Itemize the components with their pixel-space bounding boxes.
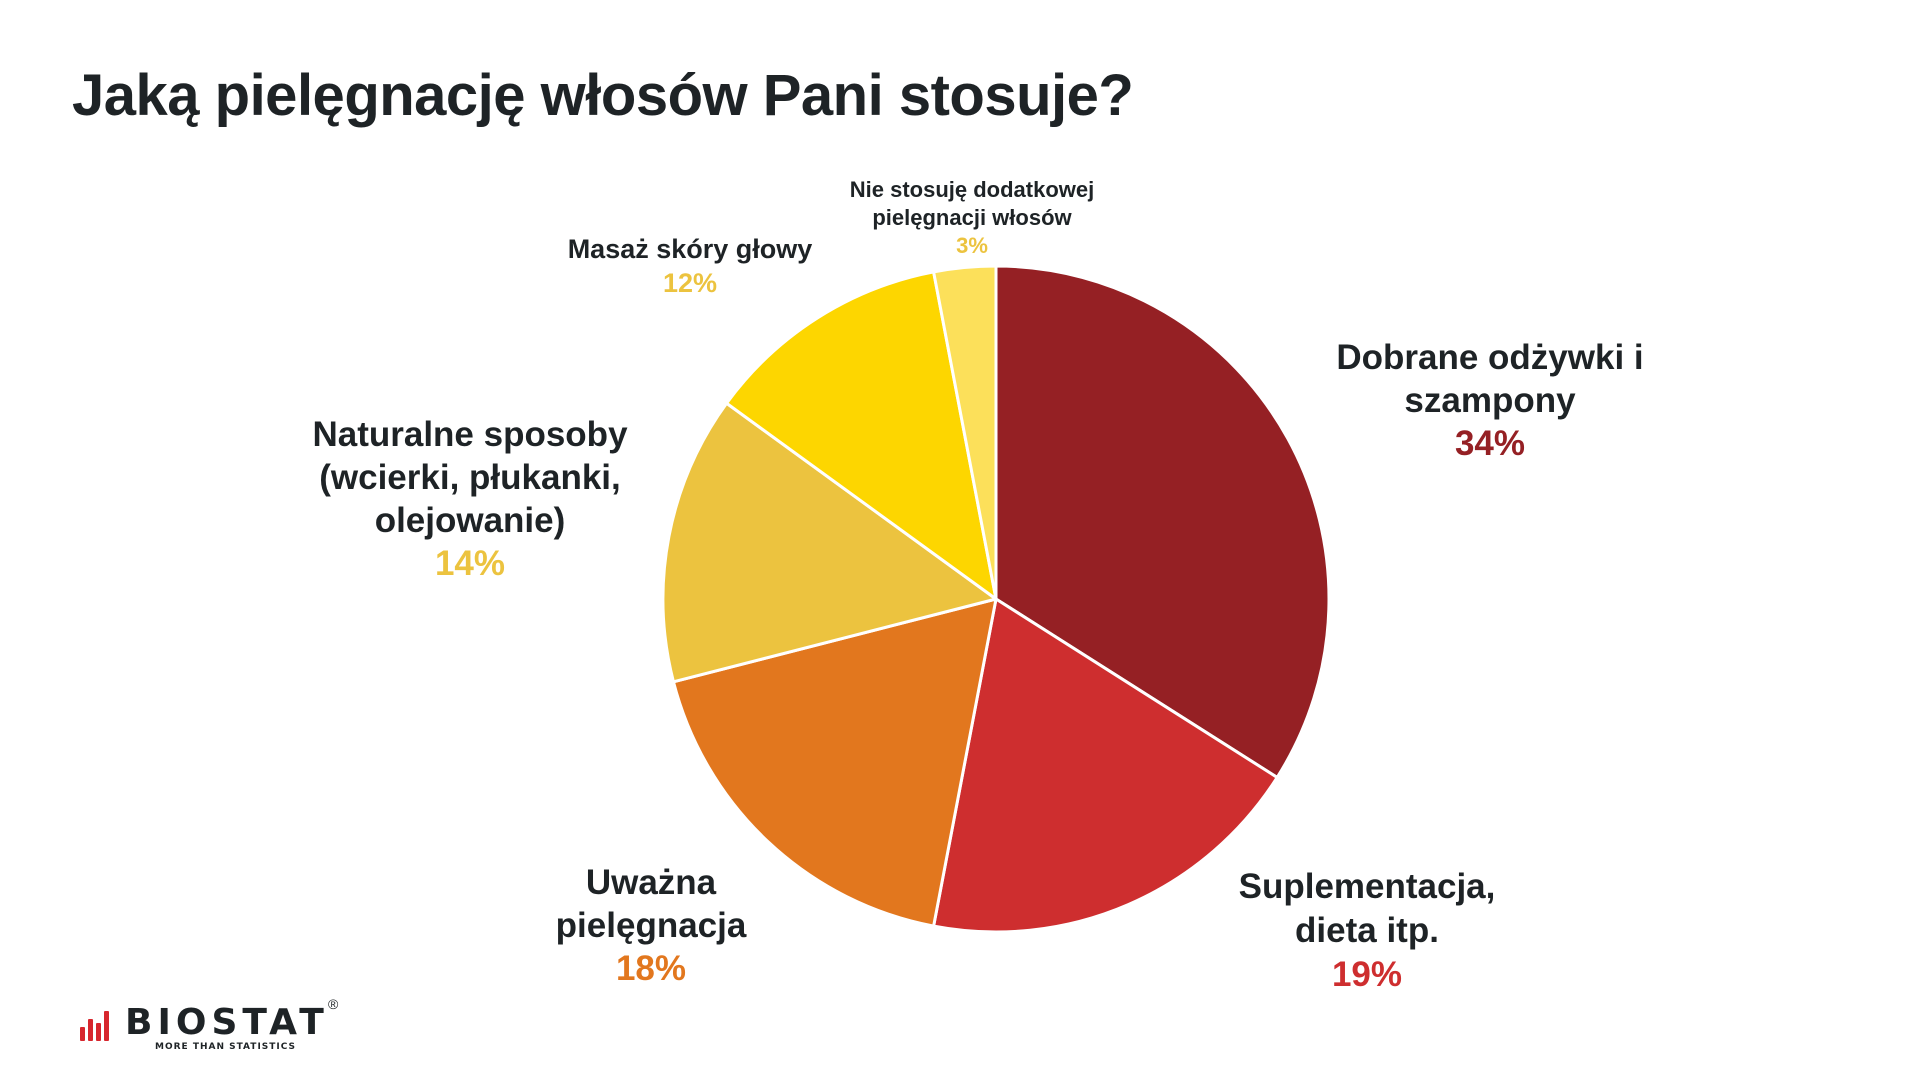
registered-mark: ®	[328, 996, 339, 1012]
pie-slice	[932, 264, 998, 601]
label-line: Uważna	[585, 863, 717, 902]
pie-slice	[661, 401, 998, 684]
slice-label-naturalne-sposoby: Naturalne sposoby (wcierki, płukanki, ol…	[312, 413, 627, 585]
biostat-logo: BIOSTAT ® MORE THAN STATISTICS	[80, 996, 350, 1055]
pie-slice	[932, 597, 1279, 934]
label-line: Masaż skóry głowy	[567, 234, 813, 264]
label-percent: 18%	[615, 949, 687, 988]
label-line: dieta itp.	[1295, 911, 1439, 950]
label-percent: 3%	[956, 233, 988, 258]
label-line: Nie stosuję dodatkowej	[849, 177, 1095, 202]
label-line: pielęgnacja	[555, 906, 747, 945]
pie-slice	[725, 270, 998, 601]
label-percent: 14%	[434, 544, 506, 583]
label-line: Suplementacja,	[1238, 867, 1496, 906]
chart-title: Jaką pielęgnację włosów Pani stosuje?	[72, 63, 1134, 128]
slice-label-masaz-skory: Masaż skóry głowy 12%	[568, 232, 813, 300]
label-line: szampony	[1404, 381, 1576, 420]
label-line: Dobrane odżywki i	[1336, 338, 1644, 377]
logo-tagline: MORE THAN STATISTICS	[155, 1042, 297, 1052]
slice-label-dobrane-odzywki: Dobrane odżywki i szampony 34%	[1336, 336, 1643, 465]
label-line: pielęgnacji włosów	[872, 205, 1072, 230]
slice-label-nie-stosuje: Nie stosuję dodatkowej pielęgnacji włosó…	[850, 176, 1095, 260]
logo-wordmark: BIOSTAT	[125, 1002, 329, 1043]
bar-chart-icon	[80, 1005, 112, 1041]
pie-slice	[994, 264, 1331, 779]
label-line: (wcierki, płukanki,	[319, 458, 621, 497]
label-line: Naturalne sposoby	[312, 415, 628, 454]
label-percent: 12%	[662, 268, 718, 298]
slice-label-uwazna-pielegnacja: Uważna pielęgnacja 18%	[556, 861, 747, 990]
pie-slice	[671, 597, 998, 928]
label-percent: 34%	[1454, 424, 1526, 463]
label-percent: 19%	[1331, 955, 1403, 994]
label-line: olejowanie)	[374, 501, 566, 540]
slice-label-suplementacja: Suplementacja, dieta itp. 19%	[1239, 865, 1496, 997]
